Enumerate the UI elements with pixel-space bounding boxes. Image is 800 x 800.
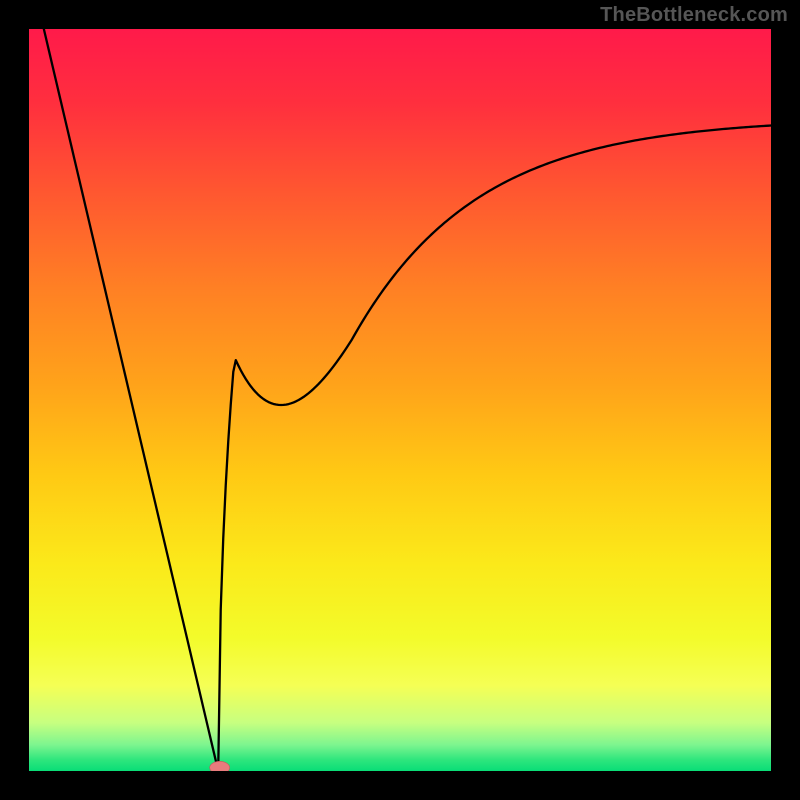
plot-svg [29, 29, 771, 771]
watermark-text: TheBottleneck.com [600, 4, 788, 27]
chart-container: TheBottleneck.com [0, 0, 800, 800]
gradient-background [29, 29, 771, 771]
plot-area [29, 29, 771, 771]
